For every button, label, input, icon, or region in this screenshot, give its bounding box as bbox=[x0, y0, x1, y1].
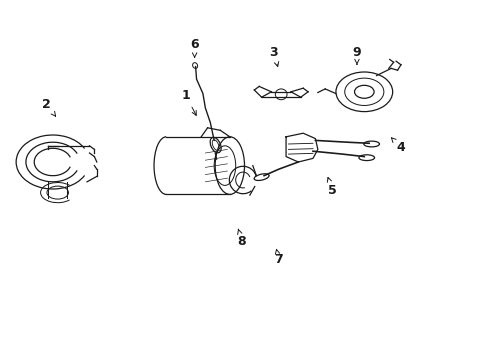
Text: 2: 2 bbox=[42, 98, 56, 116]
Text: 8: 8 bbox=[237, 229, 246, 248]
Text: 6: 6 bbox=[190, 39, 199, 58]
Text: 5: 5 bbox=[326, 177, 336, 197]
Text: 1: 1 bbox=[181, 89, 196, 115]
Text: 7: 7 bbox=[274, 249, 283, 266]
Text: 3: 3 bbox=[269, 46, 278, 67]
Text: 4: 4 bbox=[390, 138, 405, 154]
Text: 9: 9 bbox=[352, 46, 361, 64]
